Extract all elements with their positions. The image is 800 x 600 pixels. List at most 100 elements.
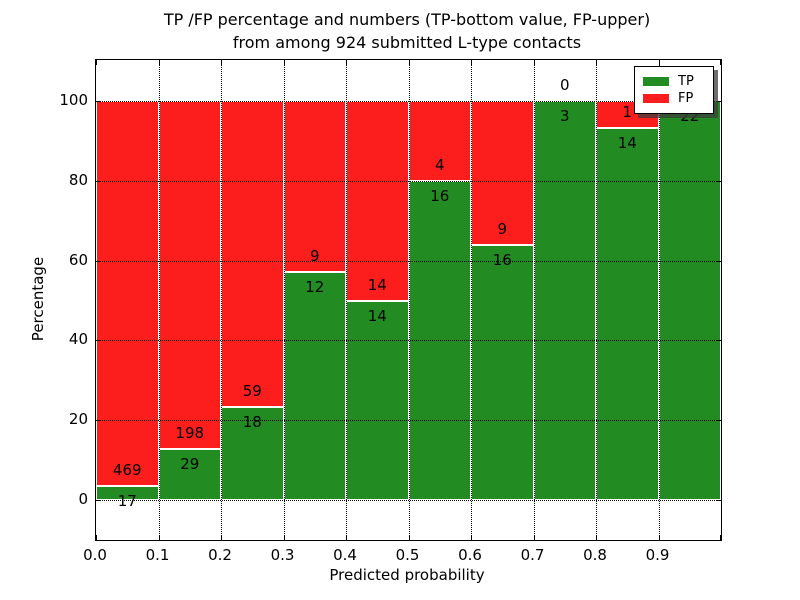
x-tickmark-top <box>471 60 472 65</box>
y-tick-label-40: 40 <box>68 330 88 349</box>
y-tickmark-right <box>716 340 721 342</box>
gridline-x-8 <box>596 60 597 540</box>
x-tickmark <box>533 535 535 540</box>
legend-label-fp: FP <box>678 91 694 106</box>
fp-count-label-7: 0 <box>559 76 570 94</box>
x-tickmark <box>408 535 410 540</box>
y-tick-label-0: 0 <box>78 490 88 508</box>
x-tickmark <box>471 535 472 540</box>
legend: TP FP <box>634 66 714 114</box>
x-tick-label-0.3: 0.3 <box>270 546 295 564</box>
gridline-x-3 <box>283 60 285 540</box>
x-tick-label-0.0: 0.0 <box>83 546 107 564</box>
bar-segment-tp-8 <box>596 127 659 500</box>
x-tickmark <box>596 535 597 540</box>
legend-row-fp: FP <box>643 90 705 107</box>
legend-label-tp: TP <box>678 74 694 89</box>
legend-swatch-tp <box>643 77 669 86</box>
fp-count-label-0: 469 <box>112 461 142 480</box>
tp-count-label-7: 3 <box>559 107 570 125</box>
x-tickmark <box>283 535 285 540</box>
x-tickmark <box>720 535 721 540</box>
y-axis-label: Percentage <box>29 256 47 342</box>
x-tick-label-0.5: 0.5 <box>395 546 420 564</box>
bar-segment-fp-2 <box>221 101 284 407</box>
bar-segment-tp-1 <box>158 449 221 500</box>
gridline-x-4 <box>346 60 347 540</box>
y-tickmark <box>96 340 101 342</box>
bar-segment-tp-6 <box>471 244 534 500</box>
x-tickmark <box>158 535 160 540</box>
tp-count-label-1: 29 <box>180 455 200 474</box>
x-tick-label-0.6: 0.6 <box>458 546 482 564</box>
gridline-x-9 <box>658 60 660 540</box>
x-axis-label: Predicted probability <box>329 566 485 584</box>
y-tickmark-right <box>716 180 721 182</box>
x-tickmark <box>658 535 660 540</box>
fp-count-label-8: 1 <box>622 102 633 121</box>
plot-area: 46917198295918912141441691603114022 <box>95 59 722 541</box>
x-tickmark-top <box>346 60 347 65</box>
y-tickmark-right <box>716 101 721 102</box>
tp-count-label-0: 17 <box>117 492 137 511</box>
x-tickmark-top <box>283 60 285 65</box>
chart-title: TP /FP percentage and numbers (TP-bottom… <box>164 8 650 54</box>
x-tickmark-top <box>408 60 410 65</box>
gridline-x-5 <box>408 60 410 540</box>
legend-swatch-fp <box>643 94 669 103</box>
y-tickmark <box>96 260 101 262</box>
bar-segment-tp-4 <box>346 300 409 500</box>
y-tick-label-20: 20 <box>68 410 88 429</box>
gridline-x-1 <box>158 60 160 540</box>
x-tickmark-top <box>720 60 721 65</box>
chart-title-line2: from among 924 submitted L-type contacts <box>232 33 582 52</box>
bar-segment-fp-0 <box>96 101 159 487</box>
tp-count-label-5: 16 <box>430 186 450 205</box>
x-tickmark <box>221 535 222 540</box>
x-tick-label-0.2: 0.2 <box>208 546 232 564</box>
y-tick-label-100: 100 <box>59 91 88 109</box>
y-tickmark <box>96 420 101 422</box>
tp-count-label-2: 18 <box>242 412 262 431</box>
fp-count-label-3: 9 <box>309 247 320 265</box>
fp-count-label-5: 4 <box>434 155 445 174</box>
fp-count-label-2: 59 <box>242 381 262 400</box>
tp-count-label-3: 12 <box>305 278 325 296</box>
x-tickmark <box>96 535 97 540</box>
x-tick-label-0.1: 0.1 <box>145 546 170 564</box>
y-tickmark-right <box>716 260 721 262</box>
x-tickmark-top <box>158 60 160 65</box>
fp-count-label-6: 9 <box>497 219 508 238</box>
gridline-x-2 <box>221 60 222 540</box>
legend-row-tp: TP <box>643 73 705 90</box>
gridline-x-7 <box>533 60 535 540</box>
x-tick-label-0.8: 0.8 <box>583 546 607 564</box>
y-tickmark-right <box>716 500 721 501</box>
y-tickmark <box>96 500 101 501</box>
x-tick-label-0.7: 0.7 <box>520 546 545 564</box>
bar-segment-tp-2 <box>221 406 284 500</box>
chart-title-line1: TP /FP percentage and numbers (TP-bottom… <box>163 10 651 29</box>
fp-count-label-1: 198 <box>175 424 205 443</box>
y-tickmark-right <box>716 420 721 422</box>
x-tickmark-top <box>221 60 222 65</box>
bar-segment-tp-0 <box>96 486 159 500</box>
y-tickmark <box>96 101 101 102</box>
tp-count-label-6: 16 <box>492 250 512 269</box>
x-tick-label-0.4: 0.4 <box>333 546 357 564</box>
x-tickmark-top <box>533 60 535 65</box>
x-tick-label-0.9: 0.9 <box>645 546 670 564</box>
bar-segment-fp-4 <box>346 101 409 301</box>
bar-segment-tp-9 <box>658 101 721 500</box>
bar-segment-fp-3 <box>283 101 346 272</box>
tp-count-label-4: 14 <box>367 306 387 325</box>
bar-segment-tp-7 <box>533 101 596 500</box>
tp-count-label-8: 14 <box>617 133 637 152</box>
y-tick-label-60: 60 <box>68 250 88 269</box>
y-tickmark <box>96 180 101 182</box>
bar-segment-tp-3 <box>283 272 346 500</box>
bar-segment-fp-1 <box>158 101 221 450</box>
y-tick-label-80: 80 <box>68 170 88 189</box>
x-tickmark-top <box>596 60 597 65</box>
